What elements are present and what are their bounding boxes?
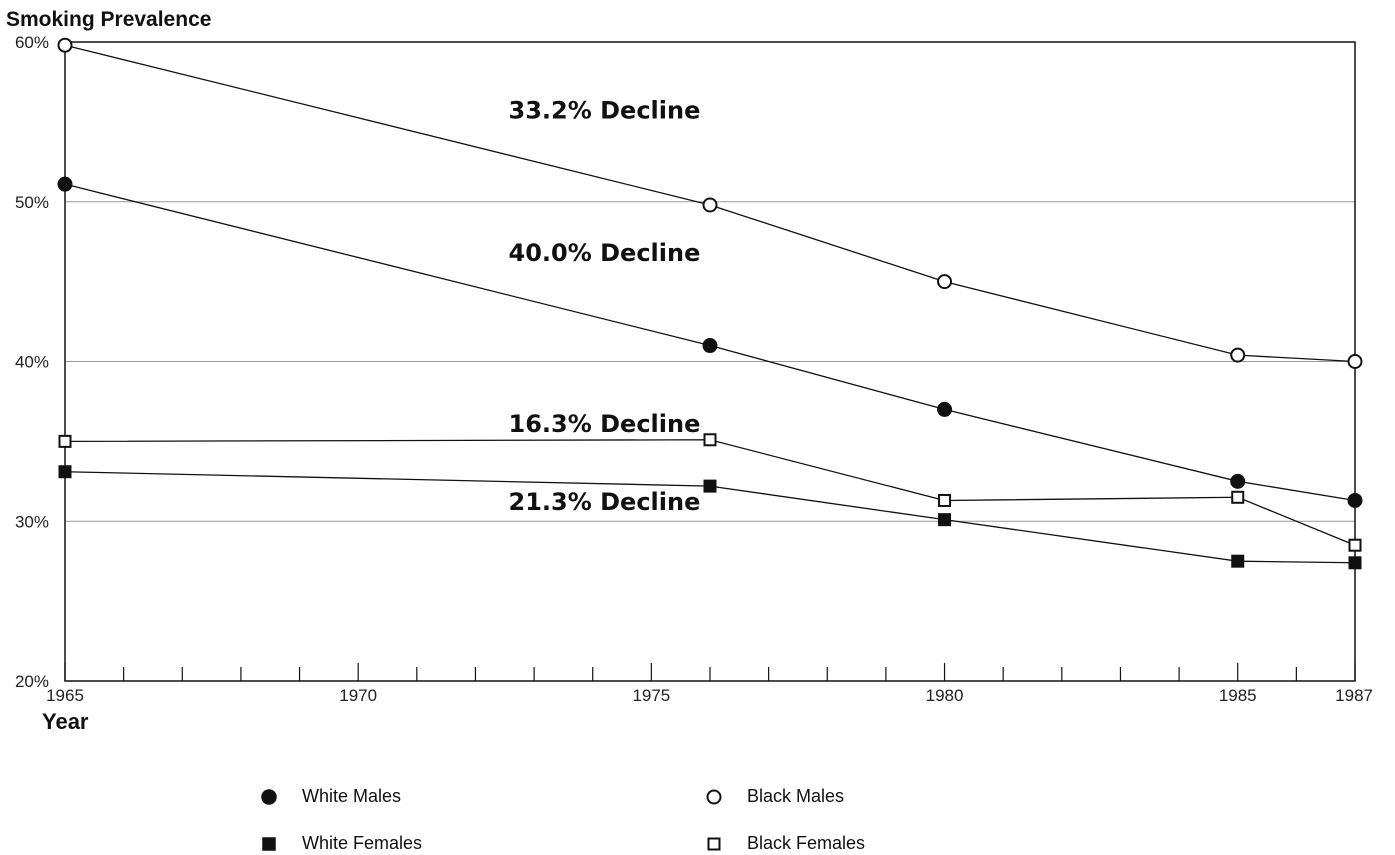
y-tick-label: 60% — [15, 33, 49, 52]
y-axis-title: Smoking Prevalence — [6, 8, 212, 31]
open-circle-icon — [706, 789, 722, 804]
data-point — [1230, 347, 1246, 363]
data-point — [702, 197, 718, 213]
y-tick-label: 20% — [15, 672, 49, 691]
legend-label: White Females — [302, 833, 423, 853]
legend-item-black-females: Black Females — [703, 833, 865, 854]
data-point — [702, 338, 718, 354]
data-point — [1231, 554, 1245, 568]
data-point — [58, 434, 72, 448]
data-point — [1347, 492, 1363, 508]
decline-annotation: 40.0% Decline — [509, 239, 701, 267]
y-tick-label: 40% — [15, 353, 49, 372]
legend-label: Black Males — [747, 786, 845, 806]
data-point — [1348, 556, 1362, 570]
legend-item-black-males: Black Males — [703, 786, 844, 807]
open-square-icon — [707, 837, 721, 850]
legend-item-white-males: White Males — [258, 786, 401, 807]
data-point — [703, 479, 717, 493]
data-point — [1231, 490, 1245, 504]
y-tick-label: 50% — [15, 193, 49, 212]
data-point — [1230, 473, 1246, 489]
decline-annotation: 16.3% Decline — [509, 410, 701, 438]
legend-item-white-females: White Females — [258, 833, 422, 854]
decline-annotation: 21.3% Decline — [509, 488, 701, 516]
y-tick-label: 30% — [15, 512, 49, 531]
filled-circle-icon — [261, 788, 277, 805]
filled-square-icon — [262, 836, 276, 851]
data-point — [1347, 354, 1363, 369]
data-point — [937, 401, 953, 417]
decline-annotation: 33.2% Decline — [509, 97, 701, 125]
x-tick-label: 1965 — [46, 686, 84, 705]
data-point — [703, 433, 717, 447]
x-tick-label: 1987 — [1335, 686, 1373, 705]
data-point — [58, 465, 72, 479]
data-point — [1348, 538, 1362, 552]
x-tick-label: 1985 — [1219, 686, 1257, 705]
x-tick-label: 1980 — [926, 686, 964, 705]
legend-label: White Males — [302, 786, 402, 806]
data-point — [938, 493, 952, 507]
data-point — [937, 274, 953, 290]
legend-label: Black Females — [747, 833, 866, 853]
x-tick-label: 1975 — [632, 686, 670, 705]
x-axis-title: Year — [42, 709, 89, 734]
x-tick-label: 1970 — [339, 686, 377, 705]
data-point — [57, 37, 73, 53]
data-point — [57, 176, 73, 192]
data-point — [938, 513, 952, 527]
